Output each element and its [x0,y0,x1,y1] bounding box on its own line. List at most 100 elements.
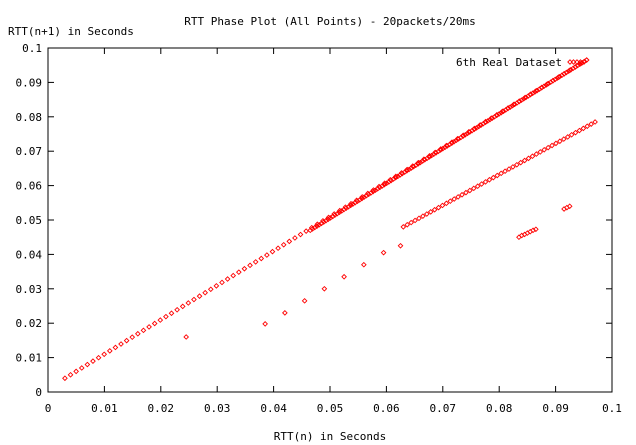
data-point [422,156,428,163]
data-point [518,97,525,104]
data-point [478,181,485,187]
data-point [552,76,559,83]
data-point [404,166,410,173]
data-point [123,337,130,344]
data-point [579,59,585,66]
data-point [466,129,473,135]
y-tick-label: 0.1 [22,42,42,55]
data-point [523,94,529,101]
y-tick-label: 0.06 [16,180,43,193]
data-point [475,123,482,130]
data-point [478,122,484,128]
data-point [553,140,559,147]
data-point [383,180,390,187]
y-tick-label: 0.01 [16,352,43,365]
data-point [174,306,180,313]
data-point [348,200,354,207]
data-point [559,72,565,79]
data-point [151,320,158,327]
data-point [135,330,141,337]
data-point [338,208,345,214]
data-point [455,194,461,200]
data-point [420,213,426,220]
data-point [560,136,567,142]
data-point [336,209,343,216]
data-point [451,138,457,145]
data-point [370,187,377,193]
data-point [95,354,102,361]
data-point [563,69,570,76]
data-point [325,216,332,223]
data-point [570,65,576,72]
data-point [78,365,85,371]
data-point [224,276,231,282]
data-point [370,188,377,195]
data-point [307,227,314,234]
data-point [556,73,563,80]
data-point [464,130,471,137]
data-points [62,57,598,382]
data-point [443,200,450,207]
x-tick-label: 0.06 [373,402,400,415]
data-point [516,98,523,105]
data-point [451,196,458,202]
data-point [179,303,186,310]
y-tick-label: 0.02 [16,317,43,330]
data-point [584,123,591,130]
y-tick-label: 0.07 [16,145,43,158]
data-point [264,252,270,258]
data-point [163,313,169,320]
data-point [439,145,446,152]
data-point [561,71,567,77]
data-point [303,228,309,234]
data-point [301,298,308,304]
x-axis-label: RTT(n) in Seconds [274,430,387,443]
data-point [316,221,323,228]
data-point [311,224,318,231]
data-point [490,174,497,181]
data-point [359,194,366,200]
data-point [453,137,460,144]
data-point [514,100,520,106]
y-axis-label: RTT(n+1) in Seconds [8,25,134,38]
data-point [388,177,394,184]
x-tick-label: 0.1 [602,402,622,415]
data-point [533,226,539,233]
data-point [557,138,563,145]
data-point [549,142,555,149]
x-tick-label: 0.07 [430,402,457,415]
data-point [377,184,383,191]
data-point [568,66,574,73]
data-point [427,209,434,215]
data-point [424,155,430,162]
data-point [513,161,520,168]
data-point [583,57,590,63]
chart-title: RTT Phase Plot (All Points) - 20packets/… [184,15,475,28]
data-point [397,242,404,249]
data-point [345,203,352,210]
data-point [474,183,481,190]
data-point [297,231,304,238]
data-point [459,191,465,198]
data-point [247,262,253,269]
data-point [502,107,509,113]
data-point [448,140,455,146]
data-point [447,198,454,205]
data-point [426,154,433,160]
data-point [543,82,550,88]
x-tick-label: 0.02 [148,402,175,415]
data-point [106,348,113,354]
data-point [336,207,343,214]
data-point [564,134,571,140]
data-point [183,334,190,340]
data-point [550,77,556,84]
data-point [415,161,421,167]
data-point [202,289,208,296]
data-point [572,64,579,70]
data-point [489,115,496,122]
data-point [541,83,547,90]
data-point [541,146,548,153]
data-point [374,185,381,192]
data-point [592,119,598,125]
x-tick-label: 0.01 [91,402,118,415]
